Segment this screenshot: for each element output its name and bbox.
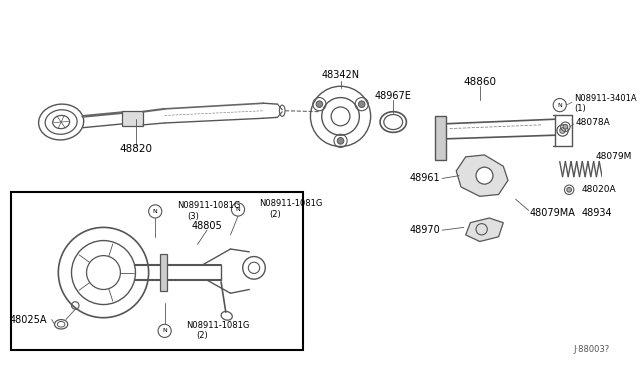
Text: 48961: 48961 [410, 173, 440, 183]
Bar [122, 111, 143, 126]
Text: 48934: 48934 [581, 208, 612, 218]
Circle shape [358, 101, 365, 108]
Text: (2): (2) [269, 210, 281, 219]
Bar [12, 192, 303, 350]
Text: N: N [153, 209, 157, 214]
Circle shape [337, 138, 344, 144]
Circle shape [148, 205, 162, 218]
Polygon shape [456, 155, 508, 196]
Bar [435, 116, 446, 160]
Text: 48860: 48860 [463, 77, 496, 87]
Circle shape [158, 324, 172, 337]
Text: N08911-1081G: N08911-1081G [186, 321, 250, 330]
Text: 48967E: 48967E [375, 91, 412, 101]
Bar [160, 254, 168, 291]
Circle shape [232, 203, 244, 216]
Text: N: N [557, 103, 562, 108]
Circle shape [316, 101, 323, 108]
Text: 48079MA: 48079MA [530, 208, 575, 218]
Text: N: N [163, 328, 167, 333]
Text: J·88003?: J·88003? [574, 345, 610, 354]
Text: N08911-3401A: N08911-3401A [574, 94, 636, 103]
Text: 48805: 48805 [191, 221, 222, 231]
Text: N08911-1081G: N08911-1081G [177, 201, 240, 210]
Circle shape [553, 99, 566, 112]
Text: 48820: 48820 [120, 144, 153, 154]
Text: N08911-1081G: N08911-1081G [259, 199, 322, 208]
Text: 48342N: 48342N [321, 70, 360, 80]
Text: 48079M: 48079M [595, 153, 632, 161]
Text: N: N [236, 207, 241, 212]
Circle shape [476, 167, 493, 184]
Polygon shape [466, 218, 503, 241]
Circle shape [563, 124, 568, 129]
Text: (1): (1) [574, 105, 586, 113]
Text: (2): (2) [196, 331, 209, 340]
Circle shape [560, 128, 565, 133]
Text: (3): (3) [188, 212, 199, 221]
Text: 48078A: 48078A [576, 118, 611, 126]
Circle shape [567, 187, 572, 192]
Text: 48020A: 48020A [581, 185, 616, 194]
Text: 48025A: 48025A [10, 315, 47, 325]
Text: 48970: 48970 [410, 225, 440, 235]
